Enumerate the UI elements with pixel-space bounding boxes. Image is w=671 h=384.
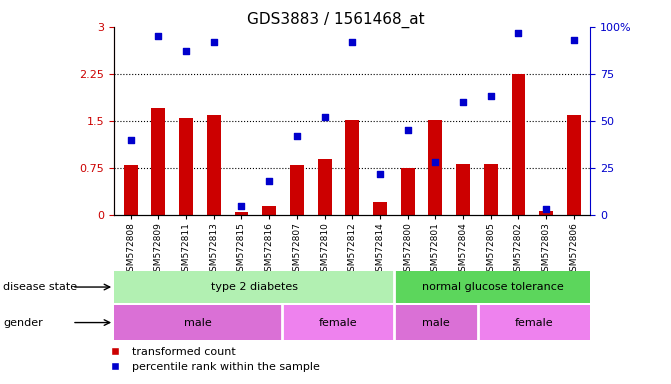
Point: [125, 137, 136, 143]
Legend: transformed count, percentile rank within the sample: transformed count, percentile rank withi…: [99, 342, 324, 377]
Point: [541, 206, 552, 212]
Point: [291, 133, 302, 139]
Point: [513, 30, 524, 36]
Point: [180, 48, 191, 55]
Bar: [114, 305, 282, 340]
Bar: [235, 212, 248, 215]
Bar: [373, 202, 387, 215]
Bar: [152, 108, 165, 215]
Point: [430, 159, 441, 166]
Text: female: female: [515, 318, 554, 328]
Bar: [395, 305, 478, 340]
Point: [347, 39, 358, 45]
Point: [264, 178, 274, 184]
Point: [403, 127, 413, 134]
Bar: [346, 120, 359, 215]
Bar: [478, 305, 590, 340]
Bar: [511, 74, 525, 215]
Text: male: male: [423, 318, 450, 328]
Point: [153, 33, 164, 40]
Point: [458, 99, 468, 105]
Text: GDS3883 / 1561468_at: GDS3883 / 1561468_at: [247, 12, 424, 28]
Bar: [484, 164, 498, 215]
Text: gender: gender: [3, 318, 43, 328]
Bar: [317, 159, 331, 215]
Text: disease state: disease state: [3, 282, 77, 292]
Bar: [395, 271, 590, 303]
Point: [485, 93, 496, 99]
Bar: [123, 165, 138, 215]
Bar: [207, 115, 221, 215]
Bar: [429, 120, 442, 215]
Point: [374, 170, 385, 177]
Bar: [539, 211, 553, 215]
Bar: [456, 164, 470, 215]
Point: [568, 37, 579, 43]
Text: male: male: [185, 318, 212, 328]
Bar: [290, 165, 304, 215]
Bar: [262, 206, 276, 215]
Bar: [401, 168, 415, 215]
Point: [319, 114, 330, 120]
Bar: [567, 115, 581, 215]
Point: [236, 203, 247, 209]
Bar: [114, 271, 395, 303]
Text: normal glucose tolerance: normal glucose tolerance: [421, 282, 563, 292]
Bar: [179, 118, 193, 215]
Text: female: female: [319, 318, 358, 328]
Text: type 2 diabetes: type 2 diabetes: [211, 282, 298, 292]
Bar: [282, 305, 395, 340]
Point: [209, 39, 219, 45]
